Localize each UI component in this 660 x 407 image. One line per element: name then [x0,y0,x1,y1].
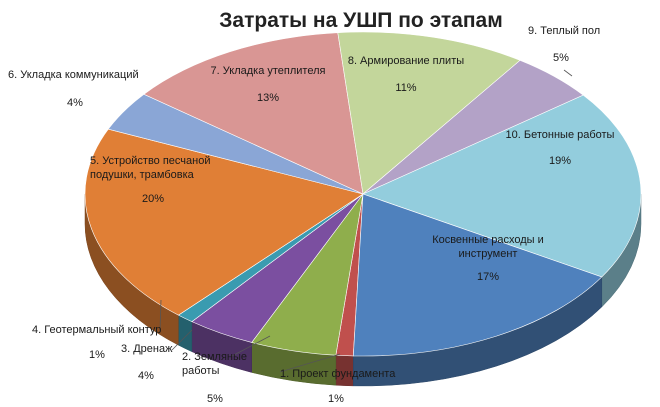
slice-6-percent: 4% [67,97,83,109]
slice-5-label: 5. Устройство песчаной подушки, трамбовка [90,155,210,181]
slice-8 [337,31,521,195]
slice-1-label: 1. Проект фундамента [280,368,396,380]
slice-9-label: 9. Теплый пол [528,25,600,37]
slice-2-percent: 5% [207,393,223,405]
slice-1-percent: 1% [328,393,344,405]
slice-2-label: 2. Земляные работы [182,351,247,377]
slice-8-percent: 11% [395,82,416,94]
slice-7-percent: 13% [257,92,279,104]
slice-4-leader-line [159,299,162,331]
slice-6-label: 6. Укладка коммуникаций [8,69,139,81]
slice-7-label: 7. Укладка утеплителя [211,65,326,77]
pie-slices [84,31,642,357]
slice-3-percent: 4% [138,370,154,382]
slice-11 [352,193,603,357]
chart-title: Затраты на УШП по этапам [219,9,503,32]
slice-10 [362,94,642,278]
slice-10-label: 10. Бетонные работы [506,129,615,141]
slice-8-label: 8. Армирование плиты [348,55,464,67]
slice-3-label: 3. Дренаж [121,343,173,355]
slice-1-leader-line [279,353,341,373]
slice-7 [143,32,364,195]
leader-lines [159,69,573,373]
slice-11-label: Косвенные расходы и инструмент [432,234,544,260]
slice-5-percent: 20% [142,193,164,205]
slice-11-percent: 17% [477,271,499,283]
slice-4-label: 4. Геотермальный контур [32,324,161,336]
slice-2-leader-line [231,335,271,357]
slice-labels: 1. Проект фундамента 1% 2. Земляные работы 5… [8,25,615,405]
slice-4-percent: 1% [89,349,105,361]
slice-9-percent: 5% [553,52,569,64]
slice-10-percent: 19% [549,155,571,167]
slice-9-leader-line [563,69,573,77]
slice-5 [84,128,364,316]
slice-3-leader-line [171,329,193,351]
